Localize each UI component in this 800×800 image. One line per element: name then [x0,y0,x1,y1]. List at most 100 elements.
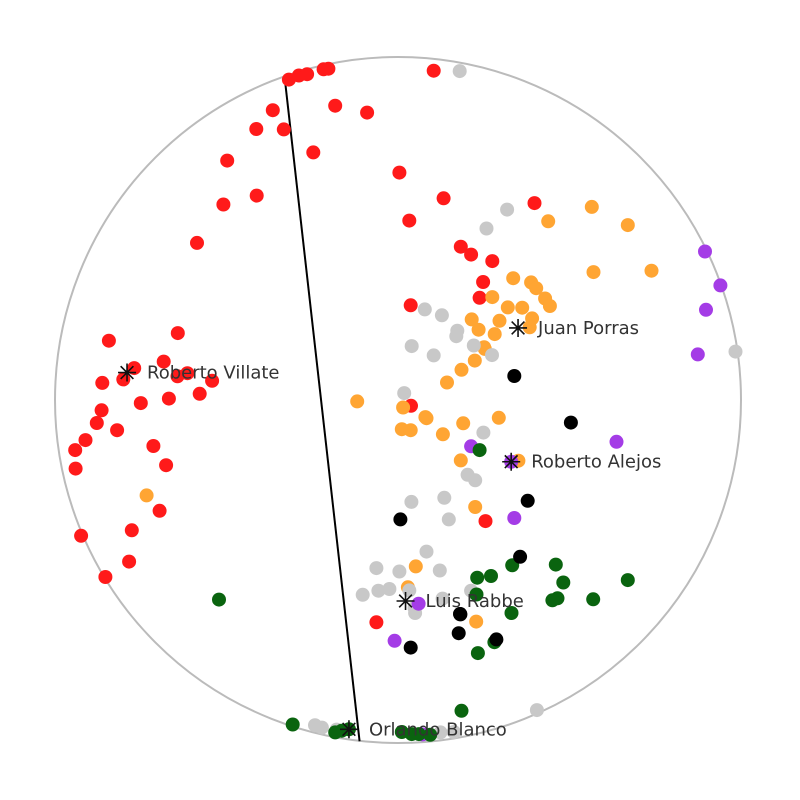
point-red-49 [122,554,137,569]
point-orange-7 [529,281,544,296]
point-green-14 [470,646,485,661]
unit-circle-boundary [54,56,742,744]
point-orange-31 [456,416,471,431]
point-gray-10 [404,339,419,354]
point-green-5 [556,575,571,590]
point-red-19 [402,213,417,228]
point-red-31 [156,354,171,369]
point-orange-10 [464,312,479,327]
point-gray-19 [432,563,447,578]
point-red-20 [453,239,468,254]
point-gray-9 [426,348,441,363]
point-gray-15 [460,467,475,482]
point-gray-11 [397,386,412,401]
point-green-1 [472,443,487,458]
point-red-22 [485,254,500,269]
point-red-12 [220,153,235,168]
point-red-13 [249,188,264,203]
star-marker-3 [396,591,415,610]
point-orange-1 [541,214,556,229]
point-red-43 [68,461,83,476]
point-red-24 [472,290,487,305]
point-red-30 [95,375,110,390]
point-gray-36 [728,344,743,359]
point-orange-9 [485,290,500,305]
point-gray-7 [466,338,481,353]
point-red-50 [98,570,113,584]
point-red-8 [265,103,280,118]
point-black-7 [453,607,468,622]
point-gray-2 [479,221,494,236]
point-green-0 [212,592,226,607]
point-gray-1 [500,202,515,217]
point-gray-8 [485,348,499,363]
point-red-9 [249,122,264,136]
point-gray-21 [382,582,397,596]
point-orange-19 [487,327,502,342]
point-green-3 [470,570,485,585]
point-green-19 [411,727,426,742]
point-gray-0 [452,64,467,79]
point-gray-3 [417,302,432,317]
point-red-36 [161,391,176,406]
star-marker-0 [509,318,528,337]
star-label-4: Orlando Blanco [369,719,507,740]
point-red-15 [190,235,204,250]
point-red-41 [78,433,93,448]
point-red-11 [306,145,321,160]
point-gray-23 [435,591,450,606]
point-purple-8 [387,633,402,648]
star-marker-2 [502,452,521,471]
point-orange-15 [542,299,557,313]
point-purple-2 [699,302,713,317]
point-orange-21 [467,353,482,368]
point-red-23 [476,275,491,289]
point-purple-1 [713,278,728,293]
point-orange-11 [471,322,486,337]
point-gray-17 [441,512,456,527]
point-green-16 [285,717,300,732]
point-green-20 [423,727,438,742]
point-red-2 [300,67,315,82]
point-red-4 [321,61,336,76]
point-black-0 [507,369,522,383]
point-red-42 [68,443,83,458]
point-gray-35 [529,703,544,718]
point-red-37 [133,396,148,411]
point-orange-16 [515,300,530,315]
star-label-3: Luis Rabbe [426,591,524,612]
point-green-8 [586,592,601,607]
point-gray-20 [392,564,407,579]
point-gray-29 [371,583,386,598]
point-gray-26 [355,587,370,602]
point-gray-12 [476,425,491,440]
point-gray-4 [434,308,449,323]
star-label-2: Roberto Alejos [531,452,661,473]
point-orange-36 [139,488,154,503]
point-orange-0 [584,199,599,214]
point-red-52 [478,514,493,529]
point-green-9 [620,573,635,588]
point-red-53 [369,615,384,630]
point-green-2 [484,569,498,583]
data-points [68,61,743,742]
point-black-2 [520,493,535,508]
star-marker-1 [118,363,137,382]
point-orange-39 [469,614,484,629]
point-red-35 [192,386,207,401]
point-orange-26 [350,394,365,409]
point-black-1 [563,415,578,430]
point-red-7 [360,105,375,120]
point-black-8 [451,626,466,641]
point-purple-6 [507,511,522,525]
point-red-26 [170,326,185,341]
point-green-4 [548,557,563,572]
star-label-0: Juan Porras [537,318,639,339]
point-black-9 [489,632,504,647]
point-orange-5 [506,271,521,286]
point-orange-18 [492,313,507,328]
point-gray-22 [369,561,384,576]
point-gray-34 [446,725,461,739]
point-red-47 [124,523,139,538]
